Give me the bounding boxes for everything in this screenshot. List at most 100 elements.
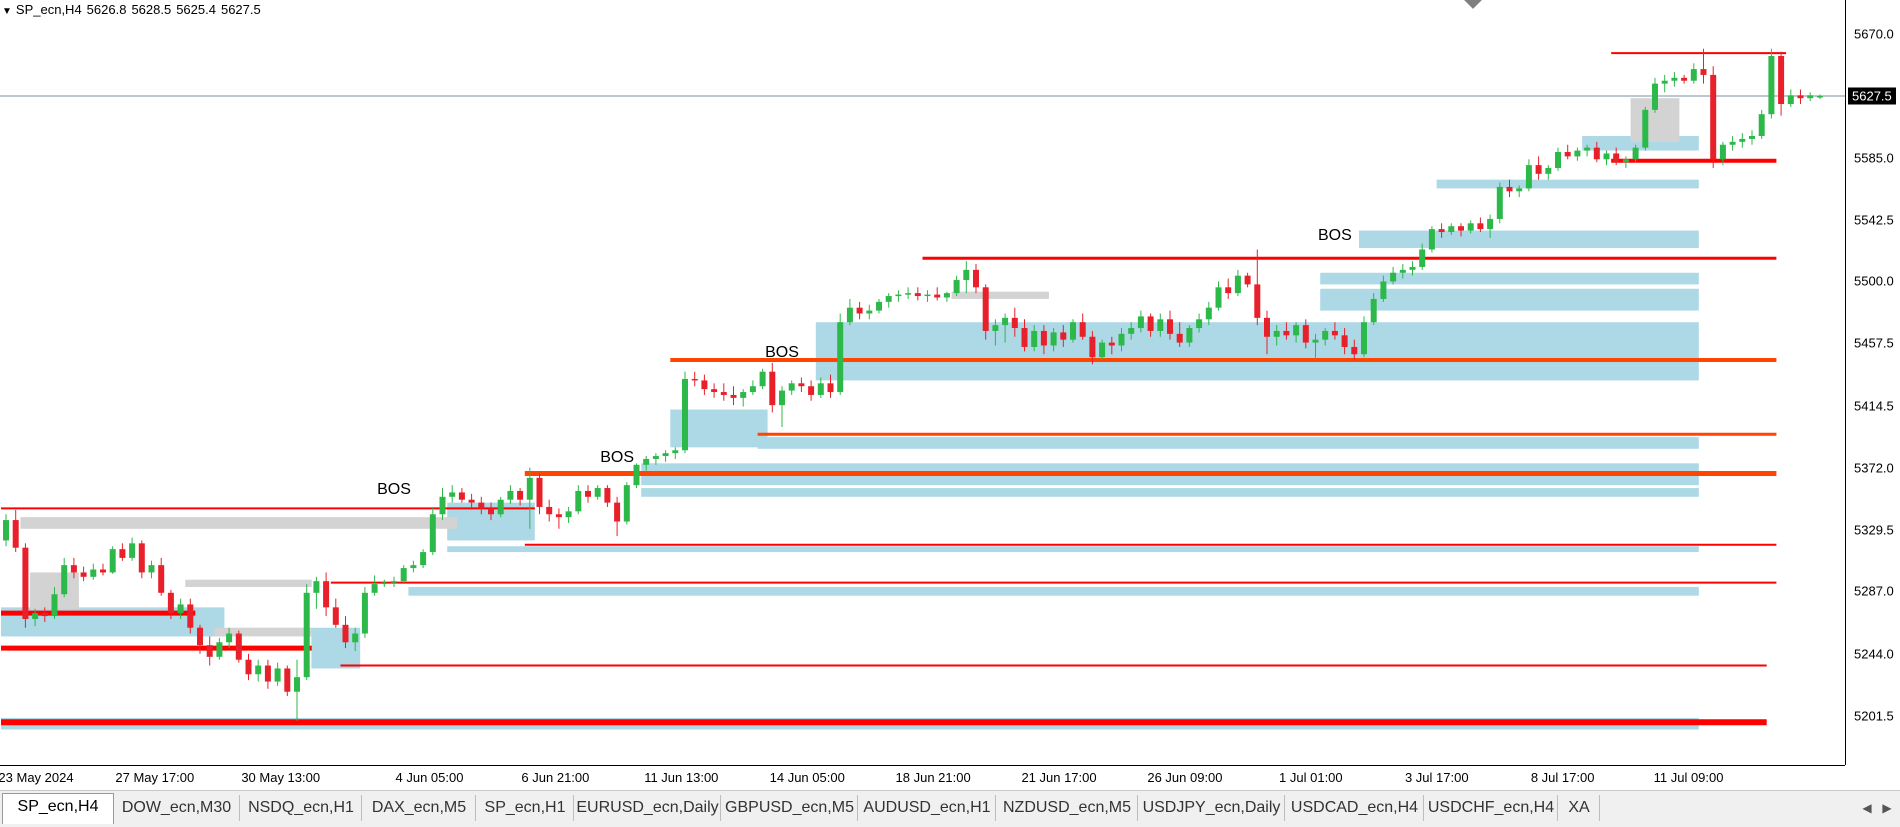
candle-body-177 <box>1719 144 1726 160</box>
candle-body-70 <box>682 378 688 451</box>
candle-body-85 <box>827 383 834 393</box>
chart-tab[interactable]: NSDQ_ecn,H1 <box>241 795 362 821</box>
time-axis[interactable]: 23 May 2024 27 May 17:00 30 May 13:00 4 Jun… <box>0 765 1845 790</box>
candle-body-34 <box>332 607 339 625</box>
candle-body-162 <box>1574 150 1581 157</box>
candle-body-72 <box>701 380 708 390</box>
tab-scroll-left-icon[interactable]: ◀ <box>1862 801 1872 815</box>
candle-body-91 <box>885 296 892 302</box>
candle-body-79 <box>769 371 776 406</box>
candle-body-19 <box>187 604 194 628</box>
chart-tab[interactable]: SP_ecn,H4 <box>2 793 114 824</box>
time-axis-label: 8 Jul 17:00 <box>1530 770 1595 785</box>
candle-body-132 <box>1283 330 1290 336</box>
candle-body-65 <box>633 464 640 486</box>
candle-body-180 <box>1749 136 1755 139</box>
symbol-info: ▼ SP_ecn,H4 5626.8 5628.5 5625.4 5627.5 <box>2 2 266 17</box>
time-axis-label: 23 May 2024 <box>0 770 74 785</box>
candle-body-125 <box>1215 287 1222 308</box>
candle-body-150 <box>1458 226 1464 231</box>
current-price-tag: 5627.5 <box>1848 87 1896 105</box>
candle-body-35 <box>342 624 349 643</box>
price-axis-label: 5670.0 <box>1854 26 1894 42</box>
candle-body-44 <box>429 514 436 553</box>
candle-body-97 <box>943 293 950 298</box>
candle-body-16 <box>158 565 165 593</box>
time-axis-label: 26 Jun 09:00 <box>1147 770 1223 785</box>
candle-body-133 <box>1293 325 1300 336</box>
candle-body-57 <box>555 514 562 518</box>
candle-body-51 <box>497 499 504 515</box>
chart-tab[interactable]: XA <box>1559 795 1600 821</box>
candle-body-59 <box>575 490 582 512</box>
chart-tab[interactable]: NZDUSD_ecn,M5 <box>997 795 1138 821</box>
zone-21 <box>951 291 1049 299</box>
candle-body-163 <box>1584 147 1591 151</box>
candle-body-20 <box>197 627 203 646</box>
chart-tab[interactable]: DOW_ecn,M30 <box>114 795 240 821</box>
candle-body-88 <box>856 307 863 314</box>
candle-body-110 <box>1070 322 1076 340</box>
chart-tab[interactable]: SP_ecn,H1 <box>477 795 574 821</box>
candle-body-55 <box>536 477 543 507</box>
chart-tab[interactable]: DAX_ecn,M5 <box>363 795 476 821</box>
candle-body-143 <box>1390 272 1397 282</box>
candle-body-136 <box>1322 330 1329 340</box>
candle-body-155 <box>1506 186 1513 192</box>
candle-body-76 <box>740 392 747 398</box>
candle-body-179 <box>1739 138 1746 142</box>
candle-body-138 <box>1341 335 1348 347</box>
candle-body-154 <box>1496 186 1503 219</box>
candle-body-100 <box>973 269 979 288</box>
price-axis[interactable]: 5670.0 5627.5 5585.0 5542.5 5500.0 5457.5 5414… <box>1845 0 1900 765</box>
candle-body-98 <box>953 280 960 294</box>
candle-body-107 <box>1040 330 1047 346</box>
tab-scroll-right-icon[interactable]: ▶ <box>1882 801 1892 815</box>
candle-body-118 <box>1147 316 1154 331</box>
candle-body-184 <box>1787 95 1794 105</box>
candle-body-13 <box>129 543 136 558</box>
candle-body-113 <box>1099 342 1106 358</box>
chart-tab[interactable]: AUDUSD_ecn,H1 <box>859 795 996 821</box>
candle-body-40 <box>391 581 397 583</box>
candle-body-74 <box>720 392 727 395</box>
candle-body-101 <box>982 287 989 331</box>
candle-body-135 <box>1312 339 1319 343</box>
chart-area[interactable]: ▼ SP_ecn,H4 5626.8 5628.5 5625.4 5627.5 BOS BO… <box>0 0 1845 765</box>
candle-body-42 <box>410 565 417 569</box>
candle-body-69 <box>672 450 679 454</box>
candle-body-15 <box>148 565 155 573</box>
collapse-triangle-icon[interactable]: ▼ <box>2 6 12 17</box>
candle-body-122 <box>1186 328 1193 343</box>
candle-body-24 <box>235 633 242 660</box>
candle-body-56 <box>546 506 553 515</box>
zone-17 <box>20 517 458 529</box>
candlestick-chart[interactable] <box>0 0 1845 765</box>
candle-body-38 <box>371 584 378 593</box>
chart-tab[interactable]: USDCHF_ecn,H4 <box>1425 795 1558 821</box>
chart-tab[interactable]: USDCAD_ecn,H4 <box>1286 795 1424 821</box>
candle-body-158 <box>1535 165 1542 174</box>
candle-body-119 <box>1157 319 1164 331</box>
time-axis-label: 21 Jun 17:00 <box>1021 770 1097 785</box>
candle-body-11 <box>109 549 116 573</box>
ohlc-close: 5627.5 <box>220 2 261 17</box>
chart-tab[interactable]: GBPUSD_ecn,M5 <box>722 795 858 821</box>
candle-body-73 <box>711 389 718 393</box>
candle-body-89 <box>866 310 873 314</box>
candle-body-137 <box>1331 330 1338 336</box>
candle-body-108 <box>1050 332 1057 346</box>
candle-body-48 <box>468 499 475 503</box>
candle-body-146 <box>1419 249 1426 267</box>
candle-body-80 <box>779 390 785 406</box>
candle-body-10 <box>100 569 106 573</box>
candle-body-102 <box>992 325 999 331</box>
candle-body-64 <box>623 485 630 522</box>
candle-body-172 <box>1671 77 1678 81</box>
chart-tab[interactable]: USDJPY_ecn,Daily <box>1139 795 1285 821</box>
price-axis-label: 5414.5 <box>1854 398 1894 414</box>
candle-body-22 <box>216 642 223 657</box>
time-axis-label: 1 Jul 01:00 <box>1279 770 1343 785</box>
chart-tab[interactable]: EURUSD_ecn,Daily <box>575 795 721 821</box>
candle-body-156 <box>1516 188 1523 192</box>
